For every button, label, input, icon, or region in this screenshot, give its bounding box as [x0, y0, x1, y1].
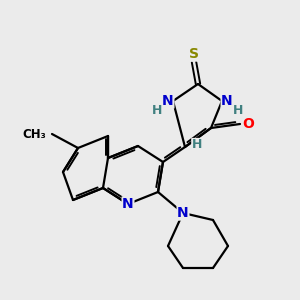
Text: N: N: [162, 94, 174, 108]
Text: H: H: [233, 104, 243, 118]
Text: CH₃: CH₃: [22, 128, 46, 140]
Text: S: S: [189, 47, 199, 61]
Text: O: O: [242, 117, 254, 131]
Text: N: N: [221, 94, 233, 108]
Text: N: N: [122, 197, 134, 211]
Text: N: N: [177, 206, 189, 220]
Text: H: H: [192, 139, 202, 152]
Text: H: H: [152, 104, 162, 118]
